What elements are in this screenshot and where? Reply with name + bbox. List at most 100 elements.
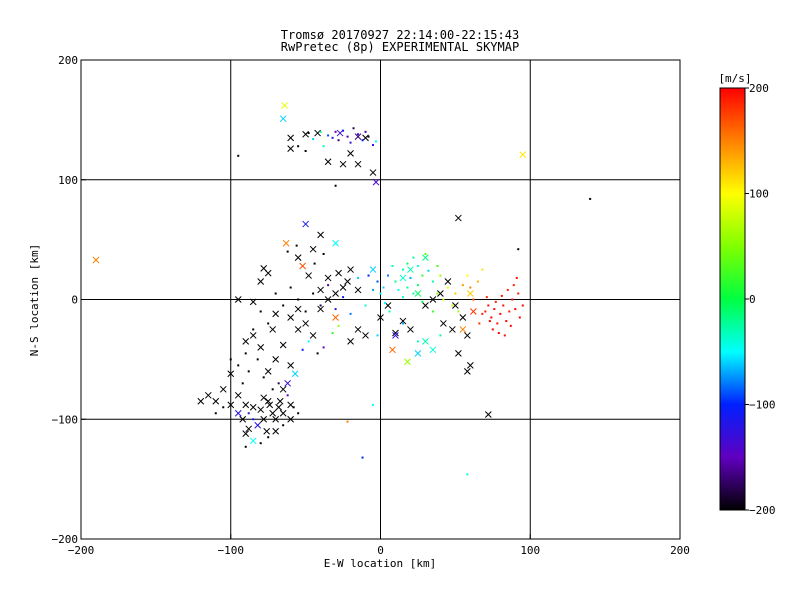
scatter-dot-point — [361, 456, 364, 459]
scatter-dot-point — [286, 394, 289, 397]
scatter-dot-point — [466, 473, 469, 476]
scatter-cross-point — [249, 332, 257, 339]
scatter-cross-point — [272, 427, 280, 435]
scatter-dot-point — [388, 310, 391, 313]
scatter-dot-point — [496, 322, 499, 325]
scatter-cross-point — [347, 150, 354, 157]
scatter-cross-point — [519, 151, 527, 158]
y-tick-label: −100 — [52, 413, 79, 426]
scatter-cross-point — [332, 314, 339, 321]
scatter-cross-point — [260, 265, 268, 272]
scatter-dot-point — [416, 264, 419, 267]
scatter-dot-point — [327, 134, 330, 137]
colorbar-tick-label: 100 — [749, 188, 769, 201]
scatter-dot-point — [222, 406, 225, 409]
scatter-dot-point — [312, 138, 315, 141]
scatter-dot-point — [512, 284, 515, 287]
scatter-dot-point — [521, 304, 524, 307]
x-tick-label: −100 — [218, 544, 245, 557]
scatter-dot-point — [386, 274, 389, 277]
scatter-cross-point — [234, 391, 242, 399]
scatter-dot-point — [364, 304, 367, 307]
scatter-dot-point — [506, 288, 509, 291]
scatter-dot-point — [327, 284, 330, 287]
scatter-cross-point — [249, 403, 257, 411]
scatter-cross-point — [242, 338, 250, 345]
scatter-cross-point — [309, 332, 317, 339]
scatter-cross-point — [276, 397, 284, 405]
scatter-cross-point — [287, 134, 295, 142]
scatter-dot-point — [431, 280, 434, 283]
scatter-dot-point — [391, 264, 394, 267]
scatter-cross-point — [317, 305, 324, 313]
scatter-cross-point — [440, 320, 447, 327]
scatter-dot-point — [372, 144, 375, 147]
scatter-cross-point — [459, 326, 467, 333]
scatter-dot-point — [416, 284, 419, 287]
scatter-dot-point — [436, 264, 439, 267]
scatter-dot-point — [481, 268, 484, 271]
scatter-dot-point — [307, 340, 310, 343]
scatter-dot-point — [517, 292, 520, 295]
scatter-cross-point — [287, 362, 295, 369]
scatter-dot-point — [517, 248, 520, 251]
colorbar-tick-label: 200 — [749, 82, 769, 95]
scatter-dot-point — [295, 244, 298, 247]
scatter-cross-point — [291, 370, 299, 378]
scatter-dot-point — [476, 280, 479, 283]
scatter-cross-point — [332, 290, 339, 297]
scatter-dot-point — [301, 348, 304, 351]
scatter-dot-point — [282, 424, 285, 427]
scatter-dot-point — [394, 280, 397, 283]
scatter-dot-point — [518, 316, 521, 319]
scatter-dot-point — [307, 132, 310, 135]
scatter-cross-point — [302, 220, 309, 228]
scatter-dot-point — [322, 346, 325, 349]
scatter-dot-point — [367, 274, 370, 277]
scatter-cross-point — [294, 326, 302, 333]
scatter-dot-point — [237, 364, 240, 367]
scatter-dot-point — [244, 352, 247, 355]
scatter-cross-point — [294, 305, 302, 313]
scatter-dot-point — [406, 286, 409, 289]
scatter-cross-point — [347, 266, 354, 273]
scatter-cross-point — [269, 326, 277, 333]
scatter-cross-point — [429, 346, 437, 354]
scatter-dot-point — [271, 388, 274, 391]
scatter-cross-point — [372, 178, 380, 186]
scatter-dot-point — [436, 292, 439, 295]
scatter-dot-point — [481, 312, 484, 315]
scatter-cross-point — [287, 145, 295, 152]
y-tick-label: 200 — [58, 54, 78, 67]
scatter-dot-point — [412, 256, 415, 259]
scatter-dot-point — [514, 308, 517, 311]
scatter-dot-point — [421, 300, 424, 303]
scatter-cross-point — [242, 401, 250, 409]
y-tick-label: 0 — [71, 294, 78, 307]
scatter-dot-point — [589, 197, 592, 200]
scatter-cross-point — [452, 302, 459, 309]
scatter-dot-point — [247, 370, 250, 373]
scatter-cross-point — [264, 367, 272, 375]
scatter-dot-point — [357, 133, 360, 136]
scatter-cross-point — [362, 332, 369, 339]
scatter-cross-point — [324, 274, 332, 282]
scatter-dot-point — [499, 312, 502, 315]
scatter-dot-point — [334, 184, 337, 187]
scatter-cross-point — [414, 290, 422, 297]
scatter-dot-point — [372, 403, 375, 406]
scatter-dot-point — [313, 262, 316, 265]
scatter-cross-point — [272, 415, 280, 423]
scatter-dot-point — [229, 358, 232, 361]
scatter-dot-point — [292, 406, 295, 409]
scatter-cross-point — [407, 326, 414, 333]
scatter-dot-point — [331, 332, 334, 335]
scatter-cross-point — [339, 160, 347, 168]
scatter-dot-point — [282, 304, 285, 307]
scatter-dot-point — [502, 304, 505, 307]
scatter-dot-point — [397, 288, 400, 291]
scatter-cross-point — [284, 379, 292, 387]
data-points — [92, 102, 592, 476]
scatter-cross-point — [197, 397, 205, 405]
scatter-cross-point — [317, 286, 324, 294]
